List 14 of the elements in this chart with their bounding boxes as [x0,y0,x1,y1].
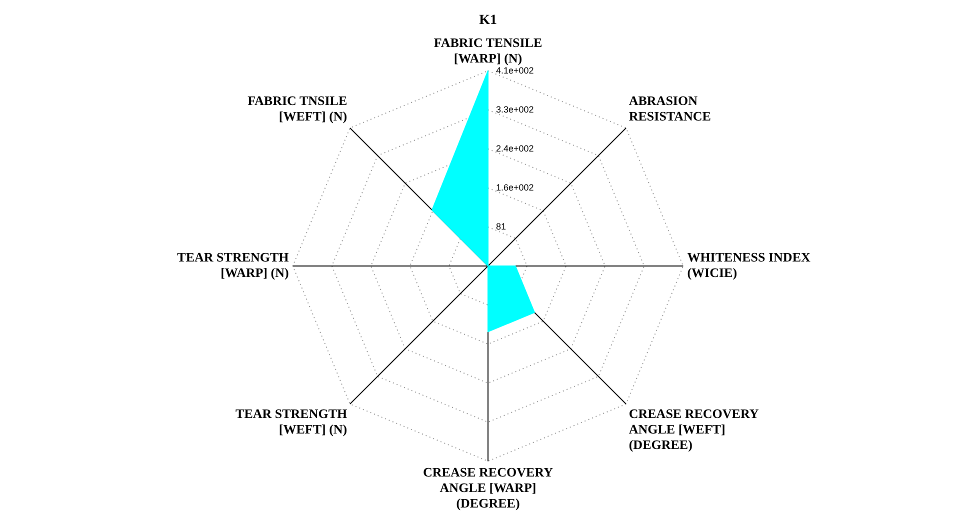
y-tick-label: 1.6e+002 [496,182,534,192]
spoke-label: ABRASION RESISTANCE [628,93,711,124]
spoke-label: TEAR STRENGTH [WEFT] (N) [236,406,348,437]
chart-title: K1 [479,13,497,28]
y-tick-label: 81 [496,221,506,232]
y-tick-label: 3.3e+002 [496,104,534,114]
spoke-label: FABRIC TNSILE [WEFT] (N) [248,93,348,124]
spoke-label: CREASE RECOVERY ANGLE [WARP] (DEGREE) [423,464,554,511]
y-tick-label: 2.4e+002 [496,143,534,154]
spoke-label: WHITENESS INDEX (WICIE) [687,250,811,280]
spoke-label: FABRIC TENSILE [WARP] (N) [434,34,542,66]
y-tick-label: 4.1e+002 [496,65,534,76]
spoke-label: CREASE RECOVERY ANGLE [WEFT] (DEGREE) [628,406,760,452]
spoke-label: TEAR STRENGTH [WARP] (N) [177,250,289,280]
